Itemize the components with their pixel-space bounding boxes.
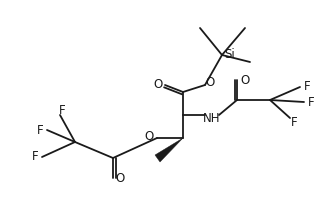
Text: F: F xyxy=(291,116,297,128)
Text: O: O xyxy=(144,130,154,142)
Polygon shape xyxy=(155,138,183,162)
Text: NH: NH xyxy=(203,112,221,124)
Text: O: O xyxy=(153,78,163,92)
Text: O: O xyxy=(115,172,125,184)
Text: F: F xyxy=(37,124,43,137)
Text: F: F xyxy=(308,95,314,109)
Text: Si: Si xyxy=(225,49,235,61)
Text: F: F xyxy=(32,151,38,163)
Text: F: F xyxy=(59,103,65,117)
Text: F: F xyxy=(304,81,310,93)
Text: O: O xyxy=(240,74,250,86)
Text: O: O xyxy=(205,77,215,89)
